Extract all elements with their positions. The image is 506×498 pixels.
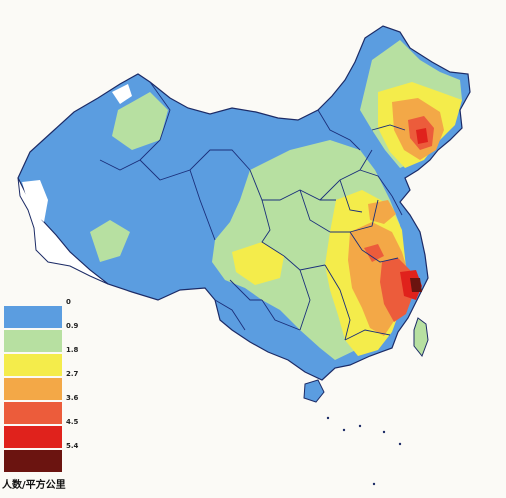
- south-sea-islands: [326, 416, 402, 486]
- western-white-region: [17, 177, 109, 285]
- province-borders: [99, 81, 406, 341]
- legend-row: 2.7: [4, 370, 78, 400]
- legend-swatch: [4, 378, 62, 400]
- northwest-white-patch: [112, 84, 132, 104]
- legend-tick-label: 0: [66, 298, 71, 306]
- legend-row: 0.9: [4, 322, 78, 352]
- legend-tick-label: 1.8: [66, 346, 79, 354]
- legend-row: 0: [4, 298, 74, 328]
- west-white-patch: [22, 180, 48, 222]
- legend-swatch: [4, 306, 62, 328]
- legend-swatch: [4, 450, 62, 472]
- legend-swatch: [4, 330, 62, 352]
- island-hainan: [303, 379, 325, 403]
- legend-swatch: [4, 426, 62, 448]
- legend-tick-label: 3.6: [66, 394, 79, 402]
- legend-row: 3.6: [4, 394, 78, 424]
- legend-tick-label: 2.7: [66, 370, 79, 378]
- legend-row: 4.5: [4, 418, 78, 448]
- legend-row: 1.8: [4, 346, 78, 376]
- legend-tick-label: 4.5: [66, 418, 79, 426]
- legend-swatch: [4, 354, 62, 376]
- legend-swatch: [4, 402, 62, 424]
- darkest-zone: [410, 278, 422, 292]
- island-taiwan: [413, 317, 429, 357]
- legend-tick-label: 0.9: [66, 322, 79, 330]
- legend-caption: 人数/平方公里: [2, 480, 66, 491]
- legend-row: 5.4: [4, 442, 78, 472]
- legend-tick-label: 5.4: [66, 442, 79, 450]
